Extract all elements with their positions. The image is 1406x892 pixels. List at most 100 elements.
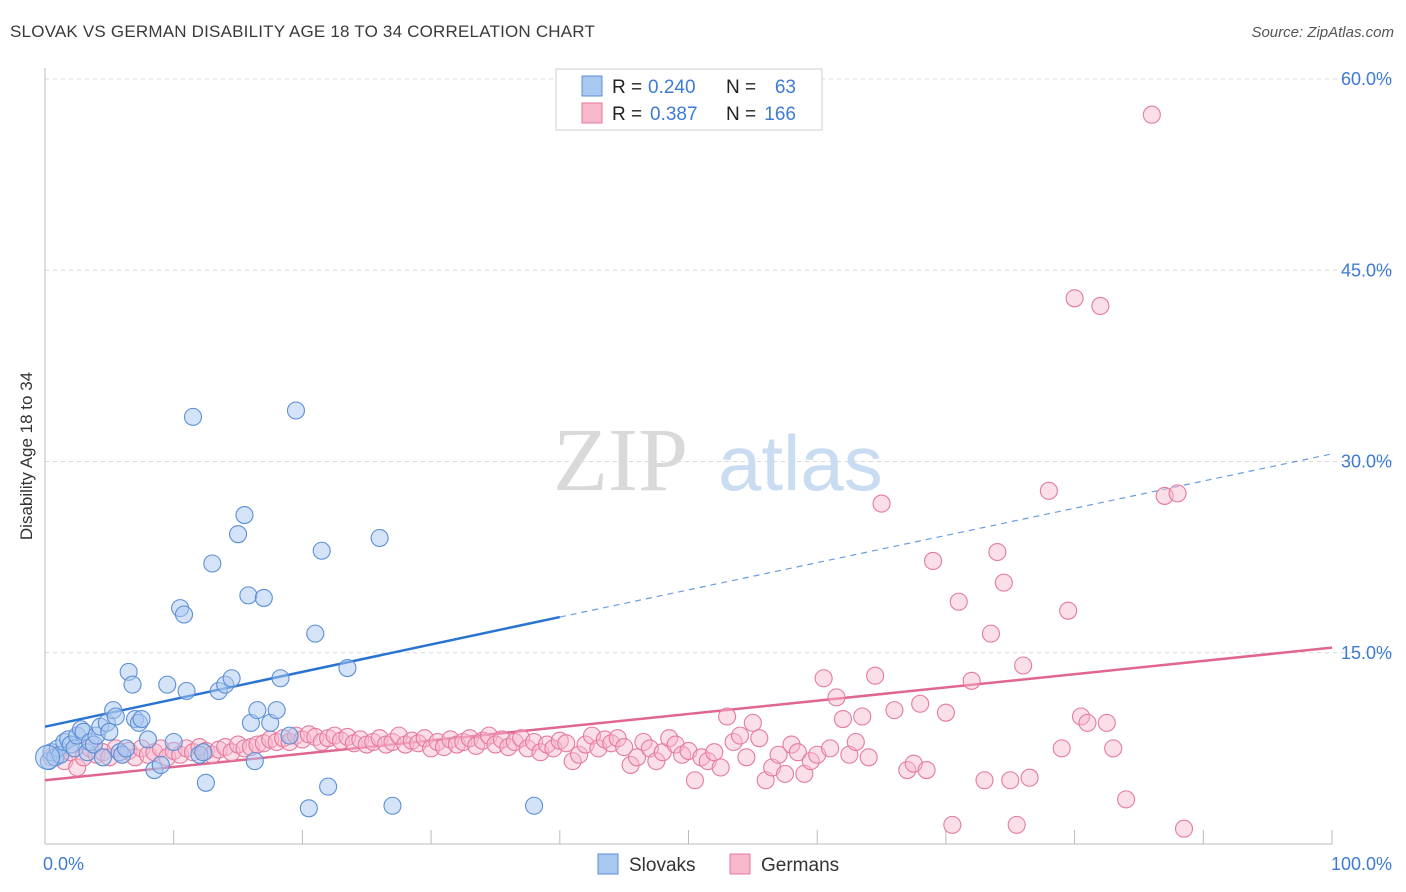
germans-point [1065, 289, 1084, 308]
germans-point [570, 745, 589, 764]
germans-point [988, 542, 1007, 562]
slovaks-point [151, 755, 170, 775]
x-max-label: 100.0% [1331, 854, 1392, 874]
y-tick-label: 60.0% [1341, 69, 1392, 89]
slovaks-point [239, 586, 258, 605]
germans-point [1142, 105, 1161, 124]
slovaks-point [383, 796, 402, 815]
slovaks-point [280, 726, 299, 745]
germans-point [936, 703, 955, 722]
slovaks-point [254, 588, 273, 607]
legend-slovaks-label: Slovaks [629, 855, 696, 876]
germans-point [1117, 790, 1136, 809]
germans-point [627, 748, 647, 767]
slovaks-r-value: 0.240 [648, 77, 696, 98]
source-note: Source: ZipAtlas.com [1251, 24, 1394, 41]
germans-point [1091, 296, 1110, 316]
germans-point [853, 707, 872, 726]
germans-swatch [581, 102, 603, 124]
chart-title: SLOVAK VS GERMAN DISABILITY AGE 18 TO 34… [10, 22, 596, 41]
slovaks-point [203, 554, 222, 573]
slovaks-point [299, 799, 318, 818]
germans-point [827, 688, 846, 707]
legend-germans-swatch [729, 853, 751, 875]
germans-point [1097, 713, 1116, 732]
germans-point [943, 815, 962, 834]
germans-point [821, 739, 840, 758]
slovaks-point [525, 796, 544, 815]
germans-point [814, 669, 833, 688]
germans-point [68, 758, 87, 777]
watermark-atlas: atlas [718, 419, 883, 507]
slovaks-trend-line [44, 615, 561, 728]
germans-point [608, 729, 627, 748]
germans-point [1007, 815, 1026, 834]
legend-germans-label: Germans [761, 855, 839, 876]
y-axis-label: Disability Age 18 to 34 [17, 372, 36, 540]
slovaks-point [338, 658, 357, 678]
germans-point [885, 701, 904, 720]
germans-point [833, 709, 852, 729]
slovaks-point [177, 681, 196, 701]
slovaks-point [174, 605, 194, 624]
germans-point [660, 729, 679, 748]
slovaks-point [235, 505, 254, 525]
slovaks-point [312, 541, 331, 560]
legend-slovaks-swatch [597, 853, 619, 875]
germans-point [994, 573, 1013, 592]
slovaks-point [319, 777, 338, 796]
germans-point [1174, 819, 1194, 838]
germans-point [422, 739, 441, 758]
slovaks-point [194, 743, 213, 762]
germans-n-value: 166 [764, 104, 796, 125]
slovaks-point [286, 401, 306, 420]
germans-point [724, 732, 743, 752]
trend-lines [44, 453, 1333, 782]
germans-point [911, 694, 930, 713]
germans-n-label: N = [726, 104, 756, 125]
germans-point [923, 551, 943, 571]
germans-point [801, 752, 820, 771]
germans-point [563, 752, 582, 771]
germans-point [981, 624, 1000, 643]
germans-point [1052, 739, 1071, 758]
germans-point [737, 748, 756, 767]
germans-point [917, 760, 936, 780]
germans-point [743, 713, 762, 732]
slovaks-point [138, 730, 158, 749]
slovaks-point [100, 722, 119, 741]
germans-point [711, 758, 730, 777]
axes [44, 68, 1332, 845]
germans-point [647, 752, 666, 771]
germans-point [872, 494, 891, 513]
x-ticks [44, 830, 1333, 844]
germans-point [782, 735, 801, 754]
germans-point [962, 671, 981, 690]
slovaks-point [93, 748, 112, 767]
slovaks-point [106, 707, 125, 726]
slovaks-point [183, 407, 203, 426]
germans-point [750, 729, 769, 748]
slovaks-point [271, 669, 290, 688]
germans-point [730, 726, 750, 745]
slovaks-point [132, 709, 151, 729]
germans-point [615, 738, 634, 757]
watermark-zip: ZIP [553, 411, 688, 510]
germans-point [949, 592, 968, 611]
germans-point [685, 771, 704, 790]
slovaks-point [164, 732, 183, 752]
germans-point [634, 732, 653, 752]
germans-point [975, 771, 994, 790]
germans-point [775, 764, 795, 783]
germans-point [859, 748, 878, 767]
y-tick-label: 45.0% [1341, 260, 1392, 280]
slovaks-point [196, 773, 215, 792]
watermark: ZIP atlas [553, 411, 883, 510]
germans-point [1078, 713, 1097, 732]
slovaks-point [306, 624, 325, 643]
grid-lines [45, 78, 1392, 654]
germans-point [769, 745, 788, 764]
germans-r-value: 0.387 [650, 104, 698, 125]
germans-point [718, 707, 737, 726]
